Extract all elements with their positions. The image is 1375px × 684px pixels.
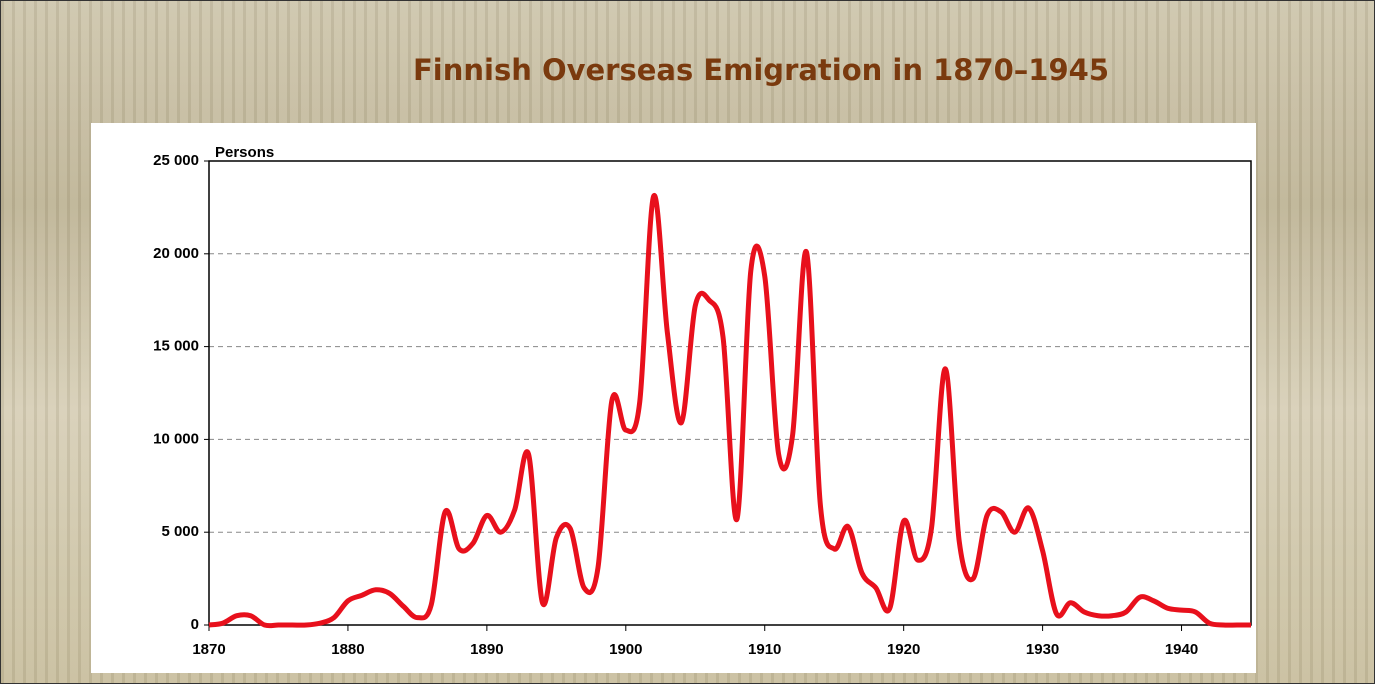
y-tick-label: 5 000 <box>161 523 199 540</box>
plot-frame <box>209 161 1251 625</box>
y-tick-label: 10 000 <box>153 430 199 447</box>
y-tick-label: 25 000 <box>153 152 199 169</box>
slide: Finnish Overseas Emigration in 1870–1945… <box>0 0 1375 684</box>
y-axis-label: Persons <box>215 144 274 161</box>
data-line <box>209 195 1251 625</box>
x-tick-label: 1900 <box>609 641 642 658</box>
x-tick-label: 1910 <box>748 641 781 658</box>
x-tick-label: 1920 <box>887 641 920 658</box>
x-tick-label: 1940 <box>1165 641 1198 658</box>
y-tick-label: 15 000 <box>153 338 199 355</box>
y-tick-label: 0 <box>191 616 199 633</box>
x-tick-label: 1880 <box>331 641 364 658</box>
chart-panel: Persons 0 5 000 10 000 15 000 20 000 25 000 18… <box>91 123 1256 673</box>
x-tick-label: 1890 <box>470 641 503 658</box>
chart-title: Finnish Overseas Emigration in 1870–1945 <box>241 53 1281 87</box>
chart: Persons 0 5 000 10 000 15 000 20 000 25 000 18… <box>91 123 1256 673</box>
x-tick-label: 1870 <box>192 641 225 658</box>
y-tick-label: 20 000 <box>153 245 199 262</box>
x-tick-label: 1930 <box>1026 641 1059 658</box>
